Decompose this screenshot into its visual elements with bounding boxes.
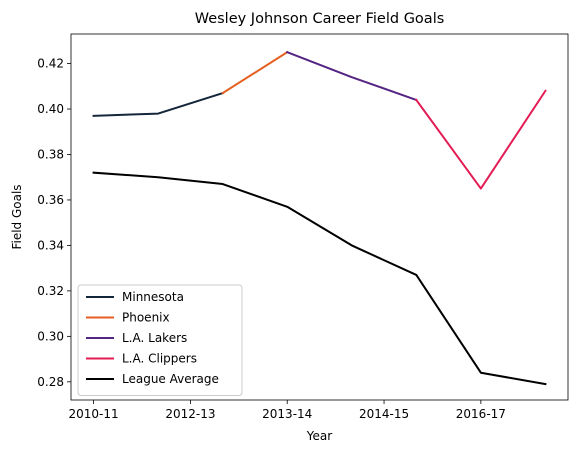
x-tick-label: 2013-14 <box>262 407 312 421</box>
series-line-0 <box>92 91 224 117</box>
legend-label: League Average <box>122 372 219 386</box>
series-line-3 <box>414 89 547 190</box>
legend-label: L.A. Clippers <box>122 352 197 366</box>
x-tick-label: 2012-13 <box>165 407 215 421</box>
y-axis-title: Field Goals <box>10 184 24 249</box>
y-tick-label: 0.28 <box>37 375 64 389</box>
x-axis-ticks: 2010-11 2012-13 2013-14 2014-15 2016-17 <box>69 400 506 421</box>
legend-label: Minnesota <box>122 290 184 304</box>
y-tick-label: 0.42 <box>37 57 64 71</box>
x-tick-label: 2010-11 <box>69 407 119 421</box>
y-tick-label: 0.30 <box>37 329 64 343</box>
axes-frame <box>70 33 569 401</box>
legend: Minnesota Phoenix L.A. Lakers L.A. Clippers… <box>77 284 243 396</box>
series-line-4 <box>92 171 547 386</box>
y-tick-label: 0.38 <box>37 147 64 161</box>
legend-box <box>77 284 243 396</box>
y-tick-label: 0.40 <box>37 102 64 116</box>
x-axis-title: Year <box>306 429 332 443</box>
y-tick-label: 0.32 <box>37 284 64 298</box>
series-line-2 <box>285 50 418 102</box>
plot-area <box>70 33 569 401</box>
legend-label: Phoenix <box>122 311 170 325</box>
series-line-1 <box>221 50 289 95</box>
x-tick-label: 2014-15 <box>359 407 409 421</box>
y-tick-label: 0.34 <box>37 238 64 252</box>
y-tick-label: 0.36 <box>37 193 64 207</box>
chart-title: Wesley Johnson Career Field Goals <box>195 11 445 27</box>
legend-label: L.A. Lakers <box>122 331 187 345</box>
x-tick-label: 2016-17 <box>456 407 506 421</box>
y-axis-ticks: 0.28 0.30 0.32 0.34 0.36 0.38 0.40 0.42 <box>37 57 71 389</box>
